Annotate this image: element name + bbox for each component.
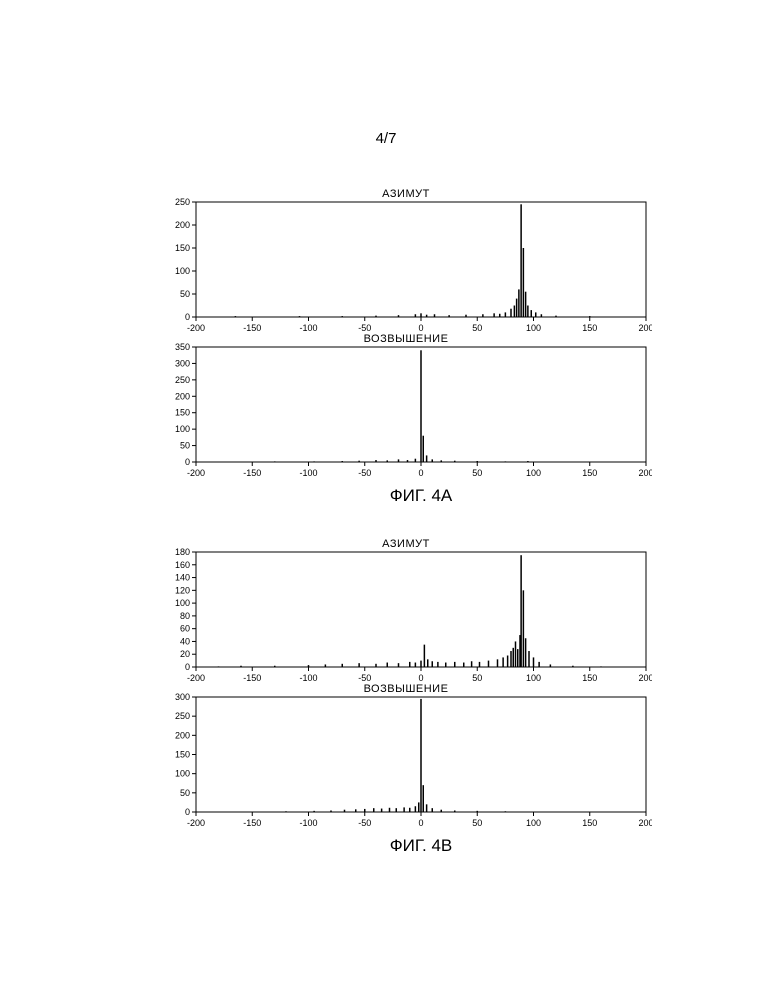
fig4b-elevation-chart: ВОЗВЫШЕНИЕ 0 50 100 150 200 250 300 -200 -150 -10… [160, 685, 652, 830]
svg-text:300: 300 [175, 692, 190, 702]
chart-svg-container: 0 50 100 150 200 250 300 350 -200 -150 -100 -50 0 50 1… [160, 335, 652, 480]
svg-text:160: 160 [175, 560, 190, 570]
svg-text:-150: -150 [243, 673, 261, 683]
svg-text:-100: -100 [299, 468, 317, 478]
svg-text:0: 0 [418, 818, 423, 828]
svg-text:-200: -200 [187, 323, 205, 333]
svg-text:180: 180 [175, 547, 190, 557]
svg-text:100: 100 [175, 598, 190, 608]
chart-svg-container: 0 50 100 150 200 250 300 -200 -150 -100 -50 0 50 100 1… [160, 685, 652, 830]
svg-text:-200: -200 [187, 673, 205, 683]
svg-text:120: 120 [175, 585, 190, 595]
chart-svg-container: 0 20 40 60 80 100 120 140 160 180 -200 -150 -100 -50 0… [160, 540, 652, 685]
svg-text:150: 150 [175, 243, 190, 253]
svg-text:100: 100 [526, 468, 541, 478]
svg-text:50: 50 [180, 441, 190, 451]
svg-text:-100: -100 [299, 818, 317, 828]
fig4b-azimuth-chart: АЗИМУТ 0 20 40 60 80 100 120 140 160 180 -200 -150 -… [160, 540, 652, 685]
svg-text:50: 50 [472, 818, 482, 828]
svg-text:0: 0 [418, 323, 423, 333]
svg-text:-50: -50 [358, 818, 371, 828]
fig4a-azimuth-chart: АЗИМУТ 0 50 100 150 200 250 -200 -150 -100 -50 0 50… [160, 190, 652, 335]
svg-text:0: 0 [185, 662, 190, 672]
svg-text:200: 200 [638, 818, 652, 828]
svg-text:100: 100 [175, 769, 190, 779]
svg-text:0: 0 [185, 807, 190, 817]
svg-text:-150: -150 [243, 323, 261, 333]
svg-text:150: 150 [582, 818, 597, 828]
chart-svg-container: 0 50 100 150 200 250 -200 -150 -100 -50 0 50 100 150 2… [160, 190, 652, 335]
svg-text:140: 140 [175, 573, 190, 583]
figure-label: ФИГ. 4B [190, 836, 652, 856]
svg-text:250: 250 [175, 711, 190, 721]
fig4a-elevation-chart: ВОЗВЫШЕНИЕ 0 50 100 150 200 250 300 350 -200 -150… [160, 335, 652, 480]
svg-text:40: 40 [180, 636, 190, 646]
svg-text:0: 0 [185, 312, 190, 322]
svg-text:-100: -100 [299, 323, 317, 333]
chart-title: АЗИМУТ [382, 188, 430, 200]
svg-text:150: 150 [175, 750, 190, 760]
figure-label: ФИГ. 4A [190, 486, 652, 506]
svg-text:100: 100 [526, 673, 541, 683]
svg-text:-50: -50 [358, 468, 371, 478]
svg-text:-200: -200 [187, 468, 205, 478]
svg-text:60: 60 [180, 624, 190, 634]
svg-text:350: 350 [175, 342, 190, 352]
figure-4a-group: АЗИМУТ 0 50 100 150 200 250 -200 -150 -100 -50 0 50… [160, 190, 652, 506]
chart-title: ВОЗВЫШЕНИЕ [364, 683, 449, 695]
svg-text:100: 100 [175, 424, 190, 434]
svg-text:150: 150 [582, 468, 597, 478]
svg-text:150: 150 [582, 323, 597, 333]
svg-text:100: 100 [526, 818, 541, 828]
svg-text:50: 50 [180, 788, 190, 798]
svg-text:150: 150 [582, 673, 597, 683]
svg-text:-200: -200 [187, 818, 205, 828]
svg-text:100: 100 [175, 266, 190, 276]
svg-text:50: 50 [472, 673, 482, 683]
svg-text:250: 250 [175, 375, 190, 385]
svg-text:50: 50 [472, 323, 482, 333]
svg-text:0: 0 [418, 673, 423, 683]
svg-text:-50: -50 [358, 673, 371, 683]
svg-text:-50: -50 [358, 323, 371, 333]
svg-text:200: 200 [638, 323, 652, 333]
page-number: 4/7 [376, 130, 397, 147]
svg-text:80: 80 [180, 611, 190, 621]
svg-text:-150: -150 [243, 468, 261, 478]
svg-text:200: 200 [638, 468, 652, 478]
svg-text:0: 0 [185, 457, 190, 467]
svg-text:250: 250 [175, 197, 190, 207]
svg-text:50: 50 [180, 289, 190, 299]
chart-title: ВОЗВЫШЕНИЕ [364, 333, 449, 345]
svg-text:200: 200 [175, 730, 190, 740]
svg-text:200: 200 [175, 391, 190, 401]
svg-text:-150: -150 [243, 818, 261, 828]
figure-4b-group: АЗИМУТ 0 20 40 60 80 100 120 140 160 180 -200 -150 -… [160, 540, 652, 856]
svg-text:-100: -100 [299, 673, 317, 683]
svg-text:200: 200 [638, 673, 652, 683]
svg-text:200: 200 [175, 220, 190, 230]
chart-title: АЗИМУТ [382, 538, 430, 550]
svg-text:50: 50 [472, 468, 482, 478]
svg-text:100: 100 [526, 323, 541, 333]
svg-text:150: 150 [175, 408, 190, 418]
svg-text:0: 0 [418, 468, 423, 478]
svg-text:20: 20 [180, 649, 190, 659]
svg-text:300: 300 [175, 358, 190, 368]
